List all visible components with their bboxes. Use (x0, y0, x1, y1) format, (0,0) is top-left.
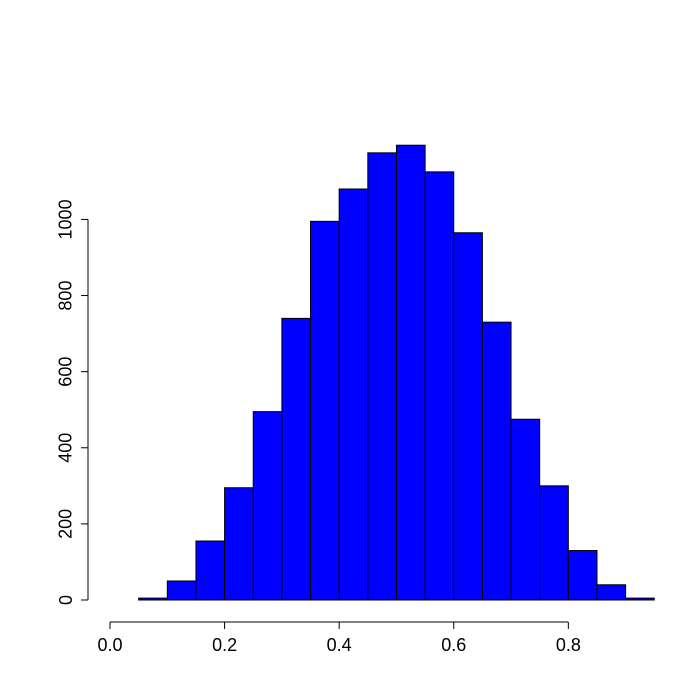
y-tick-label: 0 (56, 595, 76, 605)
x-tick-label: 0.8 (556, 635, 581, 655)
histogram-bar (540, 486, 569, 600)
y-tick-label: 400 (56, 433, 76, 463)
histogram-bar (482, 322, 511, 600)
histogram-bar (311, 221, 340, 600)
histogram-bar (167, 581, 196, 600)
histogram-bar (139, 598, 168, 600)
y-tick-label: 800 (56, 281, 76, 311)
histogram-bar (454, 233, 483, 600)
x-tick-label: 0.0 (97, 635, 122, 655)
histogram-bar (339, 189, 368, 600)
x-tick-label: 0.2 (212, 635, 237, 655)
histogram-bar (626, 598, 655, 600)
chart-svg: 0.0 0.2 0.4 0.6 0.8 0 200 400 600 800 1000 (0, 0, 700, 700)
histogram-bar (511, 419, 540, 600)
y-tick-label: 600 (56, 357, 76, 387)
histogram-bar (425, 172, 454, 600)
histogram-bar (196, 541, 225, 600)
x-tick-label: 0.6 (441, 635, 466, 655)
histogram-chart: 0.0 0.2 0.4 0.6 0.8 0 200 400 600 800 1000 (0, 0, 700, 700)
histogram-bar (225, 488, 254, 600)
y-tick-label: 200 (56, 509, 76, 539)
histogram-bar (568, 551, 597, 600)
histogram-bar (597, 585, 626, 600)
y-tick-label: 1000 (56, 199, 76, 239)
histogram-bar (396, 145, 425, 600)
histogram-bar (368, 153, 397, 600)
x-tick-label: 0.4 (327, 635, 352, 655)
histogram-bar (253, 412, 282, 600)
histogram-bar (282, 318, 311, 600)
